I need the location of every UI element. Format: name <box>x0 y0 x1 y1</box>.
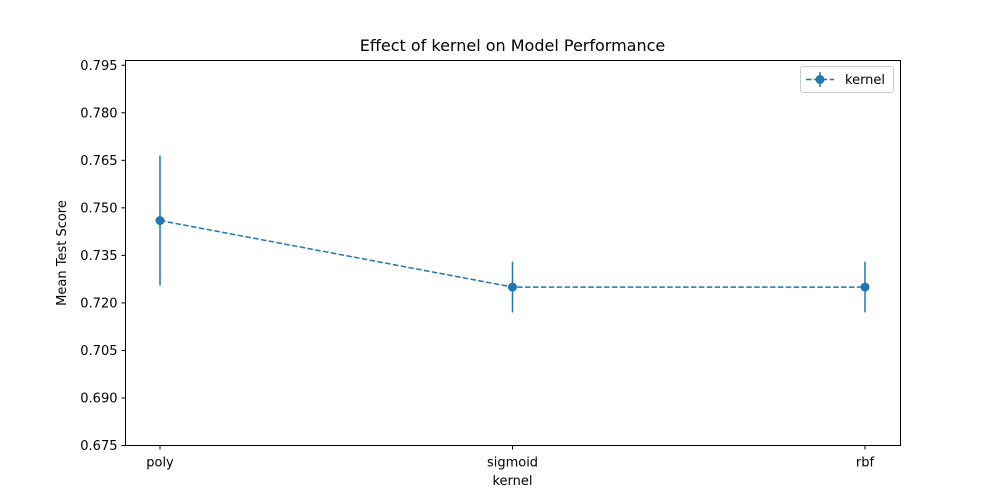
y-axis-label: Mean Test Score <box>55 200 70 306</box>
legend-label: kernel <box>845 73 885 88</box>
chart-title: Effect of kernel on Model Performance <box>360 36 666 55</box>
y-tick-label: 0.780 <box>80 106 117 121</box>
x-axis-ticks: poly sigmoid rbf <box>146 445 875 471</box>
y-tick-label: 0.690 <box>80 391 117 406</box>
y-tick-label: 0.675 <box>80 439 117 454</box>
x-tick-label: poly <box>146 456 174 471</box>
data-point <box>155 216 165 226</box>
legend-marker-sample <box>815 75 825 84</box>
y-tick-label: 0.705 <box>80 344 117 359</box>
x-tick-label: rbf <box>856 456 875 471</box>
y-tick-label: 0.795 <box>80 59 117 74</box>
x-tick-label: sigmoid <box>487 456 538 471</box>
y-tick-label: 0.750 <box>80 201 117 216</box>
legend: kernel <box>800 66 894 93</box>
series-layer <box>155 155 870 313</box>
x-axis-label: kernel <box>492 474 532 489</box>
y-axis-ticks: 0.675 0.690 0.705 0.720 0.735 0.750 0.765 0.780… <box>80 59 126 454</box>
data-point <box>860 282 870 292</box>
plot-frame <box>125 60 901 446</box>
y-tick-label: 0.720 <box>80 296 117 311</box>
legend-box <box>800 66 894 93</box>
y-tick-label: 0.765 <box>80 154 117 169</box>
data-point <box>508 282 517 292</box>
y-tick-label: 0.735 <box>80 249 117 264</box>
